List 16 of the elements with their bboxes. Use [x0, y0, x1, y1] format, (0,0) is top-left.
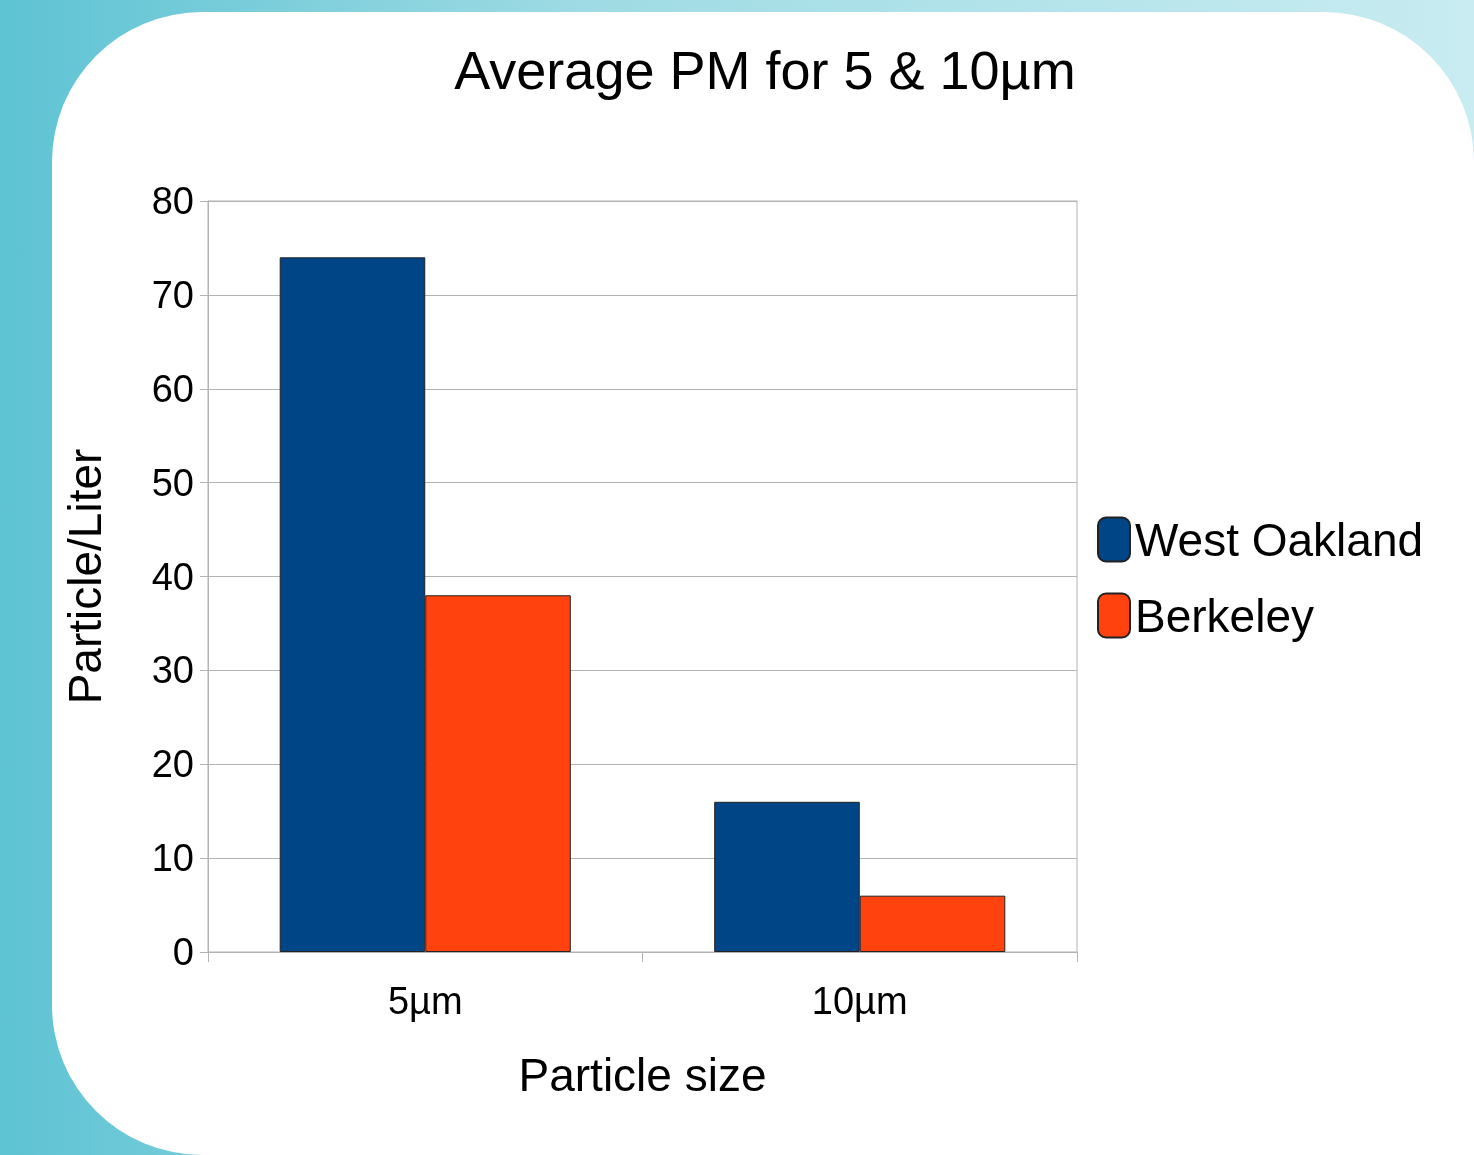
x-tick-label: 5µm — [387, 980, 463, 1022]
y-tick-label: 60 — [151, 367, 194, 410]
y-tick-label: 30 — [151, 649, 194, 692]
x-tick-label: 10µm — [811, 980, 908, 1022]
y-tick-label: 80 — [151, 180, 194, 222]
y-tick-label: 0 — [172, 931, 194, 973]
chart-title: Average PM for 5 & 10µm — [454, 40, 1076, 100]
x-axis-title: Particle size — [518, 1049, 767, 1101]
y-tick-label: 40 — [151, 555, 194, 598]
y-tick-label: 10 — [151, 837, 194, 880]
y-tick-label: 20 — [151, 743, 194, 786]
y-tick-label: 50 — [151, 461, 194, 504]
legend-label: Berkeley — [1135, 589, 1314, 642]
y-axis-title: Particle/Liter — [59, 448, 111, 705]
legend-label: West Oakland — [1135, 513, 1424, 566]
y-tick-label: 70 — [151, 273, 194, 316]
